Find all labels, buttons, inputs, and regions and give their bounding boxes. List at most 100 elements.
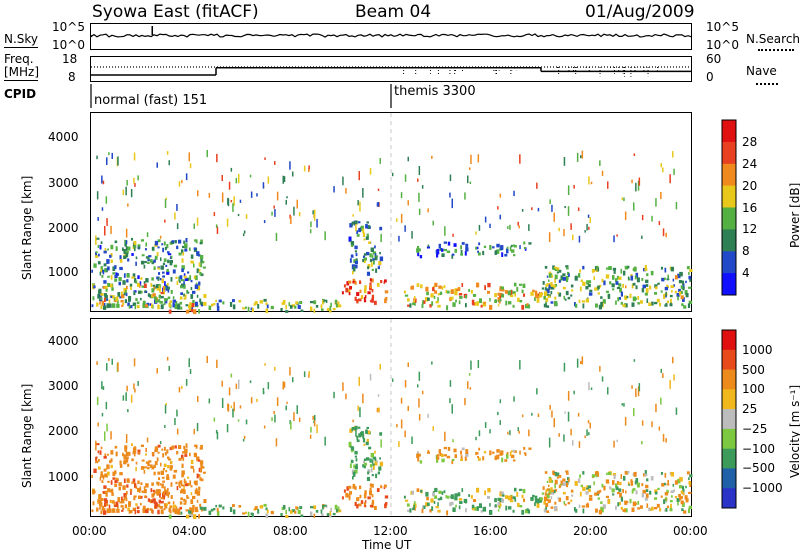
velocity-echo-cell <box>682 502 685 507</box>
power-echo-cell <box>92 296 95 301</box>
power-echo-cell <box>179 280 181 283</box>
power-echo-cell <box>379 256 384 262</box>
power-echo-cell <box>407 156 409 162</box>
velocity-echo-cell <box>407 405 409 411</box>
velocity-echo-cell <box>534 502 536 507</box>
power-echo-cell <box>106 218 108 226</box>
power-echo-cell <box>371 262 373 267</box>
velocity-echo-cell <box>683 510 687 514</box>
velocity-echo-cell <box>478 447 481 451</box>
power-echo-cell <box>613 269 616 274</box>
velocity-echo-cell <box>441 491 444 495</box>
velocity-echo-cell <box>689 483 692 488</box>
velocity-echo-cell <box>654 489 658 493</box>
velocity-echo-cell <box>465 500 467 504</box>
power-echo-cell <box>366 221 369 224</box>
velocity-echo-cell <box>439 453 443 457</box>
velocity-echo-cell <box>427 502 430 506</box>
velocity-echo-cell <box>362 464 364 468</box>
velocity-echo-cell <box>333 391 335 399</box>
power-echo-cell <box>543 303 547 308</box>
power-echo-cell <box>545 284 548 288</box>
power-echo-cell <box>458 300 461 305</box>
velocity-echo-cell <box>242 512 246 515</box>
power-echo-cell <box>427 208 429 213</box>
velocity-echo-cell <box>656 503 660 508</box>
power-echo-cell <box>370 247 374 252</box>
power-echo-cell <box>178 276 180 282</box>
power-echo-cell <box>169 300 173 303</box>
power-echo-cell <box>172 296 175 300</box>
velocity-echo-cell <box>553 418 555 428</box>
velocity-echo-cell <box>437 502 439 507</box>
velocity-echo-cell <box>216 431 219 440</box>
velocity-echo-cell <box>357 405 359 411</box>
velocity-echo-cell <box>616 481 620 485</box>
power-echo-cell <box>358 171 360 181</box>
power-echo-cell <box>159 300 163 304</box>
velocity-echo-cell <box>482 456 485 461</box>
power-echo-cell <box>139 281 142 286</box>
power-echo-cell <box>190 254 194 259</box>
power-echo-cell <box>482 250 485 256</box>
velocity-echo-cell <box>476 487 480 493</box>
power-echo-cell <box>676 293 680 297</box>
power-echo-cell <box>454 291 458 296</box>
power-echo-cell <box>213 212 216 217</box>
velocity-echo-cell <box>170 482 173 487</box>
velocity-echo-cell <box>116 508 120 513</box>
power-echo-cell <box>470 290 473 294</box>
velocity-echo-cell <box>183 486 185 490</box>
velocity-echo-cell <box>400 397 403 404</box>
velocity-echo-cell <box>443 454 447 457</box>
velocity-echo-cell <box>519 360 521 370</box>
velocity-echo-cell <box>588 432 590 436</box>
velocity-echo-cell <box>510 450 513 453</box>
power-echo-cell <box>552 265 555 270</box>
power-echo-cell <box>137 175 139 181</box>
freq-label-2: [MHz] <box>4 65 40 79</box>
velocity-echo-cell <box>591 474 595 478</box>
power-echo-cell <box>125 250 129 254</box>
power-echo-cell <box>425 286 429 292</box>
power-echo-cell <box>129 283 133 287</box>
power-echo-cell <box>109 303 112 308</box>
velocity-echo-cell <box>523 452 526 455</box>
velocity-echo-cell <box>309 434 312 439</box>
velocity-echo-cell <box>353 464 356 469</box>
power-echo-cell <box>228 181 231 190</box>
power-echo-cell <box>126 180 128 186</box>
power-echo-cell <box>200 303 204 307</box>
velocity-echo-cell <box>487 488 491 493</box>
velocity-echo-cell <box>362 438 366 443</box>
power-echo-cell <box>374 255 378 261</box>
velocity-echo-cell <box>133 383 135 390</box>
velocity-echo-cell <box>200 508 204 512</box>
power-echo-cell <box>256 193 258 197</box>
velocity-echo-cell <box>153 501 157 505</box>
velocity-echo-cell <box>564 503 567 506</box>
power-echo-cell <box>660 163 662 168</box>
velocity-echo-cell <box>666 505 670 509</box>
power-echo-cell <box>560 275 563 281</box>
velocity-echo-cell <box>273 411 275 415</box>
power-echo-cell <box>181 180 183 184</box>
power-echo-cell <box>341 291 344 295</box>
power-echo-cell <box>100 241 103 244</box>
velocity-echo-cell <box>122 507 125 511</box>
power-echo-cell <box>523 247 526 250</box>
power-echo-cell <box>354 220 358 225</box>
velocity-echo-cell <box>681 508 684 512</box>
velocity-echo-cell <box>528 447 532 450</box>
power-echo-cell <box>563 229 565 237</box>
power-echo-cell <box>426 291 429 296</box>
power-echo-cell <box>99 297 103 300</box>
velocity-echo-cell <box>184 448 188 453</box>
power-echo-cell <box>641 214 644 221</box>
velocity-echo-cell <box>201 466 205 469</box>
velocity-echo-cell <box>349 491 352 495</box>
velocity-echo-cell <box>584 435 586 438</box>
velocity-echo-cell <box>140 495 143 499</box>
velocity-echo-cell <box>354 425 358 430</box>
velocity-echo-cell <box>206 355 208 363</box>
